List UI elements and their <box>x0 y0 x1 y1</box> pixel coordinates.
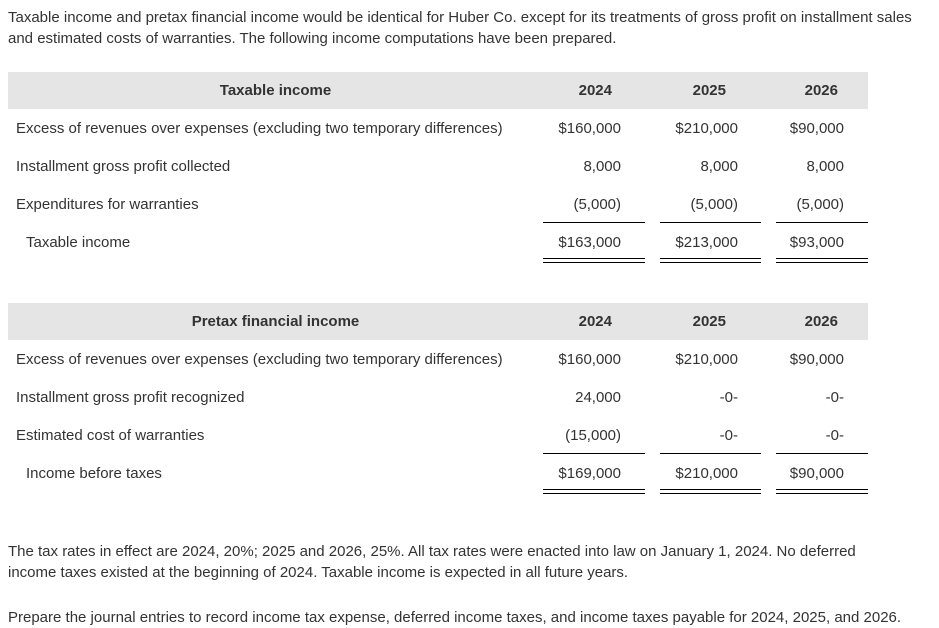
row-value: (15,000) <box>535 416 652 454</box>
value-text: $210,000 <box>675 464 738 482</box>
taxable-income-table: Taxable income 2024 2025 2026 Excess of reve… <box>8 72 868 263</box>
table-row: Excess of revenues over expenses (exclud… <box>8 340 868 378</box>
value-text: $210,000 <box>675 119 738 137</box>
total-value: $210,000 <box>652 453 768 494</box>
total-value: $169,000 <box>535 453 652 494</box>
table-row: Installment gross profit recognized 24,00… <box>8 378 868 416</box>
value-text: $160,000 <box>558 119 621 137</box>
value-text: $90,000 <box>789 350 844 368</box>
value-text: $163,000 <box>558 233 621 251</box>
double-underline <box>543 489 645 494</box>
double-underline <box>543 258 645 263</box>
row-value: -0- <box>652 416 768 454</box>
double-underline <box>660 258 761 263</box>
row-value: $210,000 <box>652 109 768 147</box>
single-underline <box>660 222 761 223</box>
row-value: -0- <box>652 378 768 416</box>
row-value: -0- <box>768 378 868 416</box>
row-value: (5,000) <box>768 185 868 223</box>
table-row: Excess of revenues over expenses (exclud… <box>8 109 868 147</box>
total-value: $213,000 <box>652 222 768 263</box>
single-underline <box>543 453 645 454</box>
total-row: Taxable income $163,000 $213,000 $93,000 <box>8 222 868 263</box>
value-text: -0- <box>825 426 844 444</box>
table-title: Pretax financial income <box>191 313 360 330</box>
year-header: 2024 <box>578 313 612 330</box>
single-underline <box>776 453 868 454</box>
total-value: $163,000 <box>535 222 652 263</box>
row-label: Excess of revenues over expenses (exclud… <box>16 119 503 137</box>
row-value: $160,000 <box>535 109 652 147</box>
double-underline <box>776 258 868 263</box>
single-underline <box>543 222 645 223</box>
pretax-income-table: Pretax financial income 2024 2025 2026 Exces… <box>8 303 868 494</box>
value-text: $160,000 <box>558 350 621 368</box>
value-text: $90,000 <box>789 119 844 137</box>
table-row: Estimated cost of warranties (15,000) -0- -… <box>8 416 868 454</box>
tax-rate-note: The tax rates in effect are 2024, 20%; 2… <box>8 543 856 581</box>
single-underline <box>660 453 761 454</box>
row-label: Excess of revenues over expenses (exclud… <box>16 350 503 368</box>
value-text: 24,000 <box>575 388 621 406</box>
table-row: Expenditures for warranties (5,000) (5,000… <box>8 185 868 223</box>
value-text: -0- <box>719 388 738 406</box>
value-text: $93,000 <box>789 233 844 251</box>
row-value: $210,000 <box>652 340 768 378</box>
year-header: 2026 <box>804 313 838 330</box>
value-text: (5,000) <box>573 195 621 213</box>
year-header: 2025 <box>692 313 726 330</box>
intro-text: Taxable income and pretax financial inco… <box>8 9 912 47</box>
value-text: 8,000 <box>806 157 844 175</box>
value-text: 8,000 <box>583 157 621 175</box>
row-label: Estimated cost of warranties <box>16 426 205 444</box>
single-underline <box>776 222 868 223</box>
row-value: 8,000 <box>652 147 768 185</box>
value-text: $210,000 <box>675 350 738 368</box>
row-value: $160,000 <box>535 340 652 378</box>
total-label: Income before taxes <box>26 464 162 482</box>
value-text: $169,000 <box>558 464 621 482</box>
row-value: -0- <box>768 416 868 454</box>
total-row: Income before taxes $169,000 $210,000 $90,0… <box>8 453 868 494</box>
year-header: 2024 <box>578 82 612 99</box>
table-header-row: Taxable income 2024 2025 2026 <box>8 72 868 109</box>
year-header: 2026 <box>804 82 838 99</box>
row-value: $90,000 <box>768 340 868 378</box>
row-value: 8,000 <box>535 147 652 185</box>
total-label: Taxable income <box>26 233 131 251</box>
year-header: 2025 <box>692 82 726 99</box>
row-label: Installment gross profit collected <box>16 157 231 175</box>
value-text: (5,000) <box>690 195 738 213</box>
instruction-text: Prepare the journal entries to record in… <box>8 609 902 626</box>
table-title: Taxable income <box>219 82 332 99</box>
row-value: $90,000 <box>768 109 868 147</box>
value-text: -0- <box>825 388 844 406</box>
value-text: (15,000) <box>565 426 621 444</box>
row-value: 24,000 <box>535 378 652 416</box>
value-text: -0- <box>719 426 738 444</box>
double-underline <box>776 489 868 494</box>
row-value: (5,000) <box>652 185 768 223</box>
row-value: (5,000) <box>535 185 652 223</box>
row-label: Expenditures for warranties <box>16 195 199 213</box>
value-text: 8,000 <box>700 157 738 175</box>
value-text: $213,000 <box>675 233 738 251</box>
total-value: $93,000 <box>768 222 868 263</box>
double-underline <box>660 489 761 494</box>
table-row: Installment gross profit collected 8,000 8… <box>8 147 868 185</box>
table-header-row: Pretax financial income 2024 2025 2026 <box>8 303 868 340</box>
row-value: 8,000 <box>768 147 868 185</box>
value-text: (5,000) <box>796 195 844 213</box>
total-value: $90,000 <box>768 453 868 494</box>
row-label: Installment gross profit recognized <box>16 388 245 406</box>
value-text: $90,000 <box>789 464 844 482</box>
